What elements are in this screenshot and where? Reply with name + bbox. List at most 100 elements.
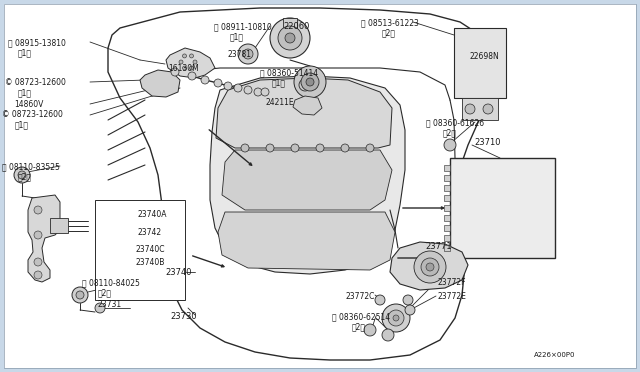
Circle shape [95,303,105,313]
Circle shape [421,258,439,276]
Bar [444,175,450,181]
Bar [444,245,450,251]
Text: 22698N: 22698N [469,52,499,61]
Text: 14860V: 14860V [14,100,44,109]
Bar [444,215,450,221]
Text: Ⓝ 08911-10810: Ⓝ 08911-10810 [214,22,272,31]
Circle shape [483,104,493,114]
Circle shape [34,231,42,239]
Bar [450,158,555,258]
Text: Ⓜ 08915-13810: Ⓜ 08915-13810 [8,38,66,47]
Circle shape [465,104,475,114]
Bar [444,195,450,201]
Text: 16130M: 16130M [168,64,199,73]
Circle shape [243,49,253,59]
Bar [50,218,68,233]
Polygon shape [293,96,322,115]
Text: 23730: 23730 [170,312,196,321]
Polygon shape [218,212,395,270]
Text: 23710: 23710 [474,138,500,147]
Text: 24211E: 24211E [265,98,294,107]
Polygon shape [390,242,468,290]
Text: Ⓢ 08513-61223: Ⓢ 08513-61223 [361,18,419,27]
Text: （1）: （1） [230,32,244,41]
Circle shape [405,305,415,315]
Circle shape [76,291,84,299]
Circle shape [238,44,258,64]
Circle shape [382,304,410,332]
Circle shape [224,82,232,90]
Circle shape [34,258,42,266]
Text: 23772F: 23772F [437,278,465,287]
Circle shape [34,271,42,279]
Text: （1）: （1） [18,88,32,97]
Circle shape [254,88,262,96]
Polygon shape [166,48,215,78]
Text: 23740: 23740 [165,268,191,277]
Circle shape [193,60,197,64]
Bar [444,225,450,231]
Text: Ⓑ 08110-83525: Ⓑ 08110-83525 [2,162,60,171]
Bar [283,18,297,38]
Text: 23772C: 23772C [345,292,374,301]
Text: 23740B: 23740B [135,258,164,267]
Circle shape [72,287,88,303]
Bar [444,205,450,211]
Circle shape [241,144,249,152]
Text: （2）: （2） [382,28,396,37]
Text: 23781: 23781 [227,50,251,59]
Bar [454,28,506,98]
Circle shape [171,68,179,76]
Circle shape [270,18,310,58]
Polygon shape [222,150,392,210]
Circle shape [299,79,311,91]
Circle shape [426,263,434,271]
Circle shape [234,84,242,92]
Bar [444,235,450,241]
Circle shape [188,72,196,80]
Circle shape [375,295,385,305]
Polygon shape [108,8,490,360]
Text: Ⓢ 08360-61626: Ⓢ 08360-61626 [426,118,484,127]
Circle shape [388,310,404,326]
Text: （2）: （2） [443,128,457,137]
Circle shape [341,144,349,152]
Text: © 08723-12600: © 08723-12600 [2,110,63,119]
Polygon shape [216,78,392,148]
Circle shape [244,86,252,94]
Circle shape [189,66,193,70]
Text: （1）: （1） [272,78,286,87]
Text: Ⓢ 08360-62514: Ⓢ 08360-62514 [332,312,390,321]
Circle shape [18,171,26,179]
Text: Ⓑ 08110-84025: Ⓑ 08110-84025 [82,278,140,287]
Text: 23772E: 23772E [437,292,466,301]
Circle shape [182,54,186,58]
Circle shape [382,329,394,341]
Circle shape [261,88,269,96]
Circle shape [179,60,183,64]
Text: （2）: （2） [98,288,112,297]
Text: 23740C: 23740C [135,245,164,254]
Text: 23731: 23731 [97,300,121,309]
Bar [462,98,498,120]
Text: © 08723-12600: © 08723-12600 [5,78,66,87]
Bar [95,200,185,300]
Circle shape [316,144,324,152]
Circle shape [294,66,326,98]
Polygon shape [140,70,180,97]
Circle shape [266,144,274,152]
Circle shape [444,139,456,151]
Text: 23742: 23742 [138,228,162,237]
Text: 22060: 22060 [283,22,309,31]
Circle shape [201,76,209,84]
Text: （2）: （2） [352,322,366,331]
Text: （1）: （1） [18,48,32,57]
Text: A226×00P0: A226×00P0 [534,352,575,358]
Circle shape [403,295,413,305]
Circle shape [14,167,30,183]
Circle shape [366,144,374,152]
Circle shape [214,79,222,87]
Circle shape [189,54,193,58]
Bar [444,165,450,171]
Circle shape [182,66,186,70]
